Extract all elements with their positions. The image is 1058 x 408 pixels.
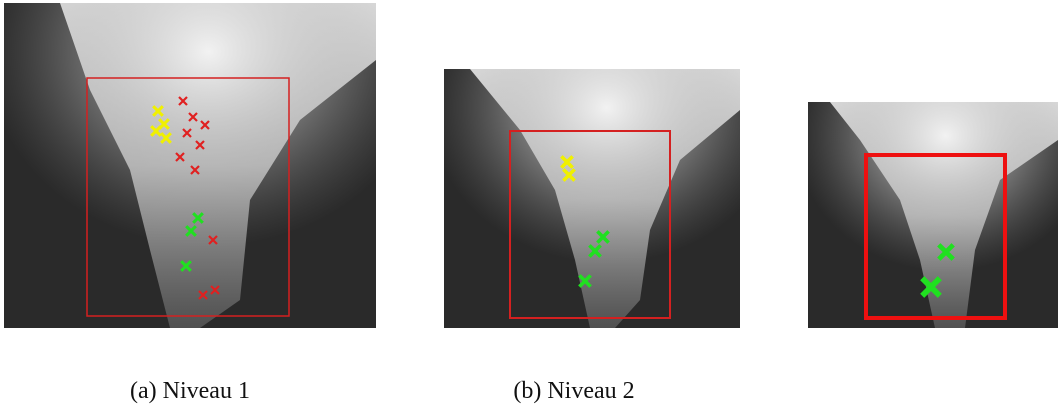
caption: (a) Niveau 1 (130, 378, 250, 404)
image-level-3 (808, 102, 1058, 328)
figure: (a) Niveau 1 (b) Niveau 2 (0, 0, 1058, 408)
image-level-1 (4, 3, 376, 328)
caption: (b) Niveau 2 (513, 378, 634, 404)
image-level-2 (444, 69, 740, 328)
